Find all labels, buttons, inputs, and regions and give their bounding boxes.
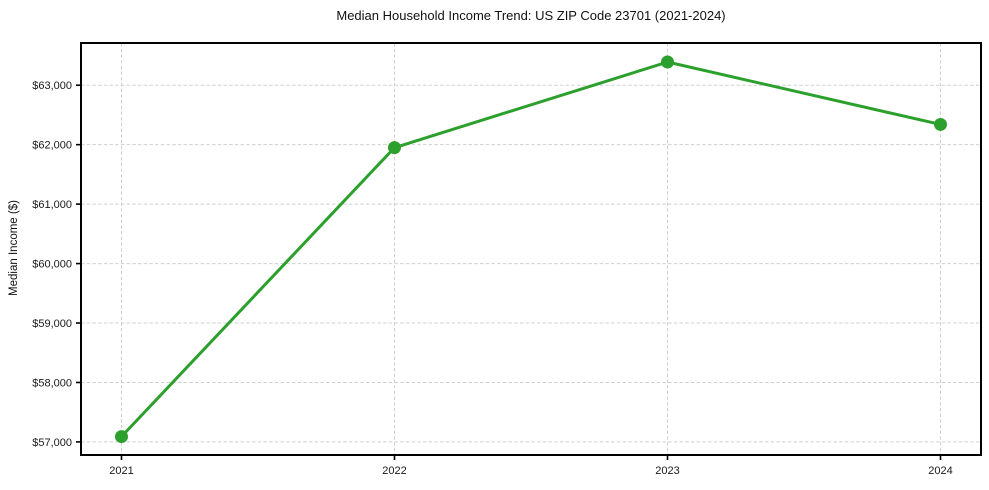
y-tick-label: $61,000 xyxy=(32,199,72,211)
y-tick-label: $63,000 xyxy=(32,80,72,92)
data-point-2023 xyxy=(661,55,674,69)
income-trend-line xyxy=(120,60,942,439)
y-axis: $57,000 $58,000 $59,000 $60,000 $61,000 $62,0… xyxy=(32,80,81,449)
x-tick-label: 2022 xyxy=(382,465,406,477)
y-tick-label: $59,000 xyxy=(32,318,72,330)
y-tick-label: $62,000 xyxy=(32,140,72,152)
x-tick-label: 2021 xyxy=(109,465,133,477)
data-point-2021 xyxy=(115,430,128,444)
y-tick-label: $57,000 xyxy=(32,437,72,449)
grid-lines xyxy=(81,43,981,455)
x-tick-label: 2023 xyxy=(655,465,679,477)
y-tick-label: $60,000 xyxy=(32,259,72,271)
axes-border xyxy=(80,42,982,456)
x-tick-label: 2024 xyxy=(928,465,952,477)
chart-title: Median Household Income Trend: US ZIP Co… xyxy=(336,8,726,23)
x-axis: 2021 2022 2023 2024 xyxy=(109,455,953,477)
data-point-2022 xyxy=(388,141,401,155)
data-point-2024 xyxy=(934,117,947,131)
y-tick-label: $58,000 xyxy=(32,377,72,389)
